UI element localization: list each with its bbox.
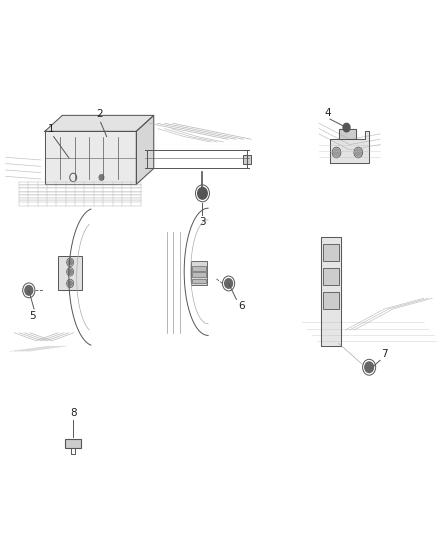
Text: 2: 2 [96, 109, 102, 119]
Circle shape [198, 188, 207, 199]
Text: 1: 1 [48, 124, 55, 134]
Circle shape [25, 286, 33, 295]
Bar [323, 268, 339, 285]
Text: 4: 4 [325, 108, 331, 117]
Bar [191, 261, 207, 285]
Circle shape [355, 149, 361, 156]
Text: 5: 5 [29, 311, 36, 320]
Bar [192, 266, 205, 271]
Circle shape [343, 123, 350, 132]
Circle shape [99, 174, 104, 181]
Polygon shape [339, 128, 356, 139]
Text: 3: 3 [199, 217, 206, 227]
Polygon shape [45, 131, 136, 184]
Circle shape [365, 362, 374, 373]
Circle shape [333, 149, 339, 156]
Bar [323, 292, 339, 309]
Circle shape [68, 260, 72, 265]
Circle shape [225, 279, 233, 288]
Circle shape [68, 281, 72, 286]
Bar [192, 279, 205, 284]
Circle shape [68, 269, 72, 274]
Polygon shape [45, 115, 154, 131]
Bar [243, 155, 251, 164]
Polygon shape [330, 131, 369, 163]
Text: 8: 8 [70, 408, 77, 418]
Bar [192, 272, 205, 277]
Text: 7: 7 [381, 349, 388, 359]
Polygon shape [321, 237, 341, 346]
Bar [58, 256, 82, 290]
Bar [65, 439, 81, 448]
Bar [323, 244, 339, 261]
Polygon shape [136, 115, 154, 184]
Text: 6: 6 [239, 302, 245, 311]
